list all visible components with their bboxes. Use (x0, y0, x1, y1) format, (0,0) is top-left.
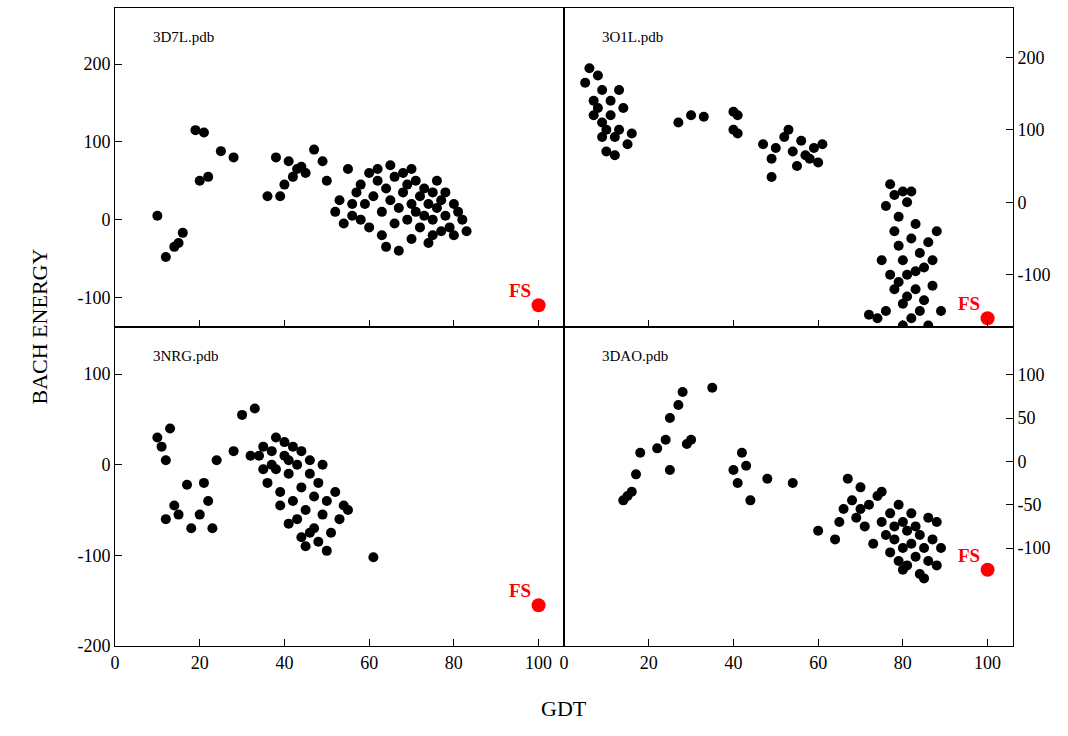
svg-text:100: 100 (83, 132, 110, 152)
svg-text:3O1L.pdb: 3O1L.pdb (602, 29, 663, 45)
svg-text:20: 20 (640, 653, 658, 673)
svg-text:3DAO.pdb: 3DAO.pdb (602, 348, 668, 364)
svg-text:FS: FS (958, 545, 980, 566)
svg-text:100: 100 (83, 364, 110, 384)
svg-text:0: 0 (101, 455, 110, 475)
svg-text:FS: FS (958, 293, 980, 314)
svg-text:0: 0 (1018, 193, 1027, 213)
svg-text:FS: FS (509, 280, 531, 301)
svg-text:200: 200 (83, 54, 110, 74)
svg-text:80: 80 (445, 653, 463, 673)
svg-text:40: 40 (275, 653, 293, 673)
svg-text:0: 0 (111, 653, 120, 673)
svg-text:80: 80 (894, 653, 912, 673)
svg-text:50: 50 (1018, 408, 1036, 428)
svg-text:60: 60 (809, 653, 827, 673)
svg-text:20: 20 (191, 653, 209, 673)
svg-text:3D7L.pdb: 3D7L.pdb (153, 29, 214, 45)
svg-text:100: 100 (1018, 365, 1045, 385)
svg-text:-100: -100 (1018, 265, 1051, 285)
svg-text:3NRG.pdb: 3NRG.pdb (153, 348, 218, 364)
svg-text:GDT: GDT (541, 696, 587, 721)
svg-text:-100: -100 (77, 546, 110, 566)
svg-text:100: 100 (1018, 120, 1045, 140)
svg-text:0: 0 (560, 653, 569, 673)
svg-text:100: 100 (974, 653, 1001, 673)
svg-text:60: 60 (360, 653, 378, 673)
svg-text:40: 40 (724, 653, 742, 673)
svg-text:FS: FS (509, 580, 531, 601)
svg-text:200: 200 (1018, 48, 1045, 68)
svg-text:-50: -50 (1018, 495, 1042, 515)
svg-text:100: 100 (525, 653, 552, 673)
svg-text:-100: -100 (1018, 538, 1051, 558)
svg-text:BACH ENERGY: BACH ENERGY (27, 249, 52, 405)
svg-text:-200: -200 (77, 636, 110, 656)
svg-text:0: 0 (101, 210, 110, 230)
svg-text:0: 0 (1018, 452, 1027, 472)
svg-text:-100: -100 (77, 288, 110, 308)
